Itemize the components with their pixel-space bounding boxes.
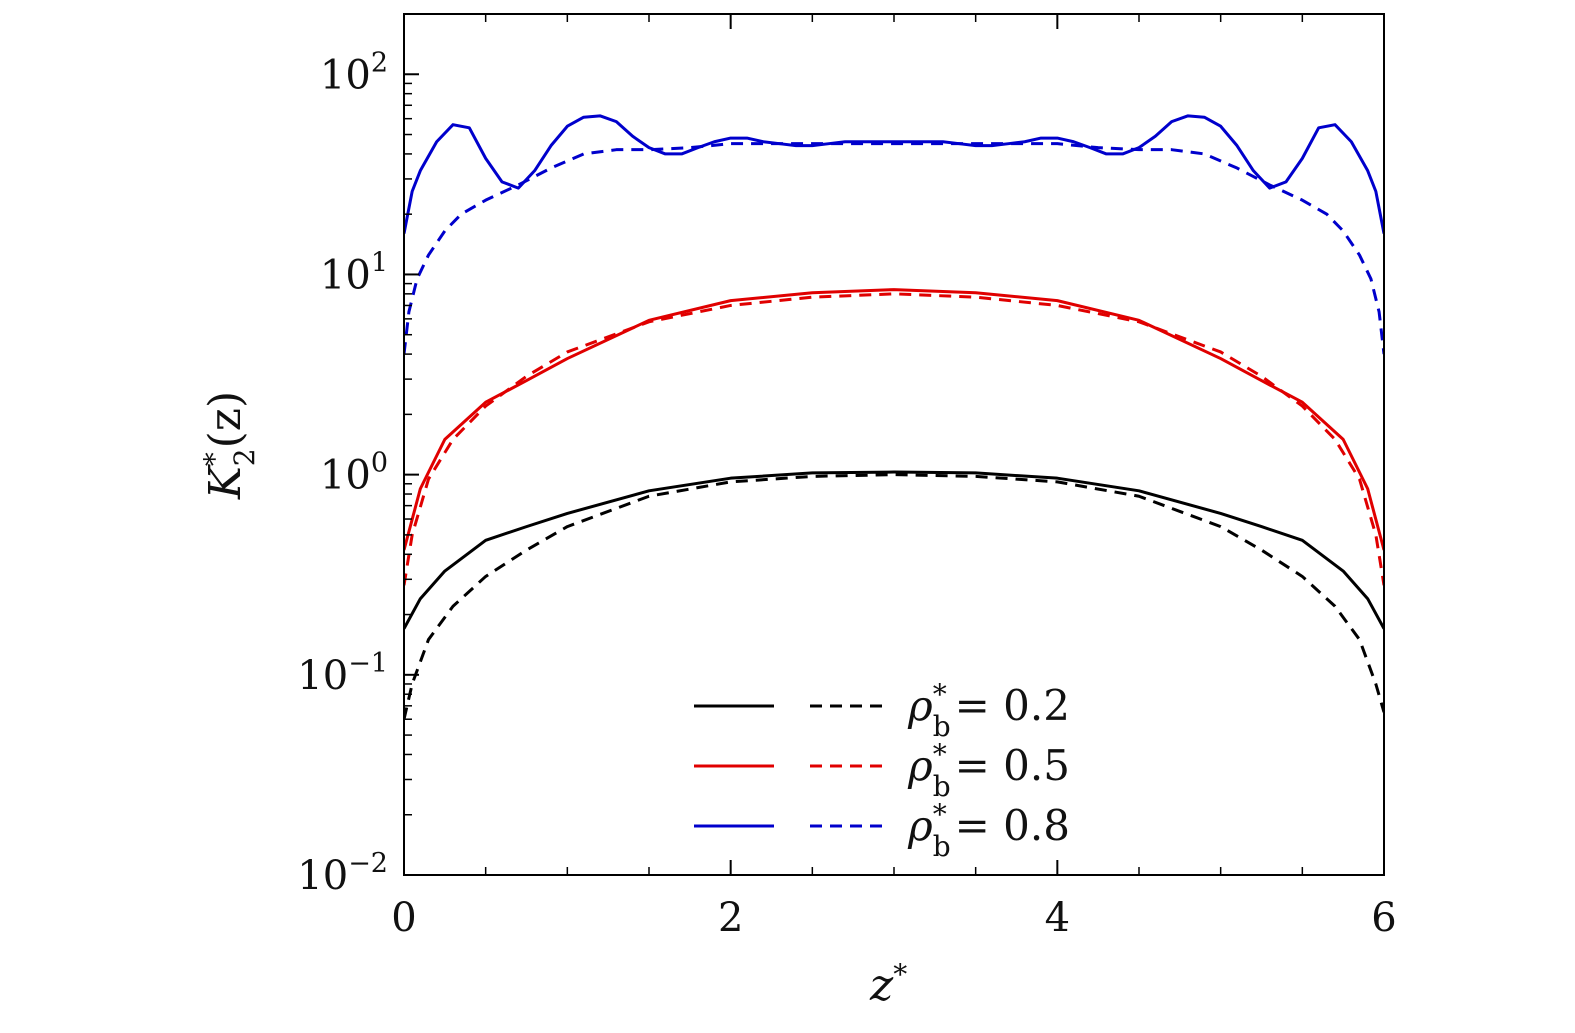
legend-eq: = 0.5 — [955, 741, 1070, 790]
legend-sub: b — [933, 710, 951, 743]
y-axis-label-sup: * — [198, 452, 231, 466]
series-line-1-dashed — [404, 473, 1384, 720]
y-axis-label-sub: 2 — [228, 448, 261, 466]
series-layer — [404, 114, 1384, 720]
series-line-5-dashed — [404, 142, 1384, 355]
series-line-4-solid — [404, 114, 1384, 234]
legend-symbol: ρ — [907, 801, 933, 850]
legend-sub: b — [933, 770, 951, 803]
y-tick-label-base: 10 — [297, 853, 348, 899]
x-axis-label-sup: * — [893, 958, 907, 991]
legend-label: ρ* b= 0.5 — [907, 738, 1070, 803]
y-axis-label: K*2(z) — [198, 391, 261, 500]
y-tick-label-base: 10 — [320, 252, 371, 298]
x-tick-labels: 0 2 4 6 — [391, 895, 1396, 941]
legend-sup: * — [933, 798, 947, 831]
y-tick-label-base: 10 — [320, 52, 371, 98]
y-tick-label-exp: 0 — [371, 448, 388, 479]
y-tick-label-exp: −2 — [348, 848, 388, 879]
legend-eq: = 0.2 — [955, 681, 1070, 730]
series-line-3-dashed — [404, 292, 1384, 586]
x-tick-label: 6 — [1371, 895, 1396, 941]
x-tick-label: 2 — [718, 895, 743, 941]
legend-sub: b — [933, 830, 951, 863]
legend-entry: ρ* b= 0.8 — [694, 798, 1070, 863]
y-tick-label-exp: −1 — [348, 648, 388, 679]
plot-frame — [403, 13, 1385, 876]
y-tick-label-base: 10 — [297, 653, 348, 699]
y-tick-label: 102 — [320, 47, 388, 98]
y-tick-label: 100 — [320, 448, 388, 499]
x-axis-label-symbol: z — [869, 960, 894, 1011]
legend-label: ρ* b= 0.8 — [907, 798, 1070, 863]
y-tick-label-base: 10 — [320, 453, 371, 499]
legend-symbol: ρ — [907, 741, 933, 790]
legend-entry: ρ* b= 0.5 — [694, 738, 1070, 803]
legend-sup: * — [933, 738, 947, 771]
x-axis-label: z* — [869, 958, 907, 1011]
y-tick-label-exp: 2 — [371, 47, 388, 78]
x-tick-label: 0 — [391, 895, 416, 941]
legend-entry: ρ* b= 0.2 — [694, 678, 1070, 743]
legend-eq: = 0.8 — [955, 801, 1070, 850]
legend-sup: * — [933, 678, 947, 711]
minor-ticks — [404, 13, 1304, 875]
legend-label: ρ* b= 0.2 — [907, 678, 1070, 743]
y-axis-label-symbol: K — [200, 464, 251, 500]
y-axis-label-arg: (z) — [200, 391, 251, 449]
series-line-0-solid — [404, 470, 1384, 630]
series-line-2-solid — [404, 288, 1384, 551]
x-tick-label: 4 — [1045, 895, 1070, 941]
y-tick-label: 10−1 — [297, 648, 388, 699]
y-tick-label-exp: 1 — [371, 247, 388, 278]
legend: ρ* b= 0.2ρ* b= 0.5ρ* b= 0.8 — [694, 678, 1070, 863]
y-tick-label: 10−2 — [297, 848, 388, 899]
legend-symbol: ρ — [907, 681, 933, 730]
y-tick-label: 101 — [320, 247, 388, 298]
